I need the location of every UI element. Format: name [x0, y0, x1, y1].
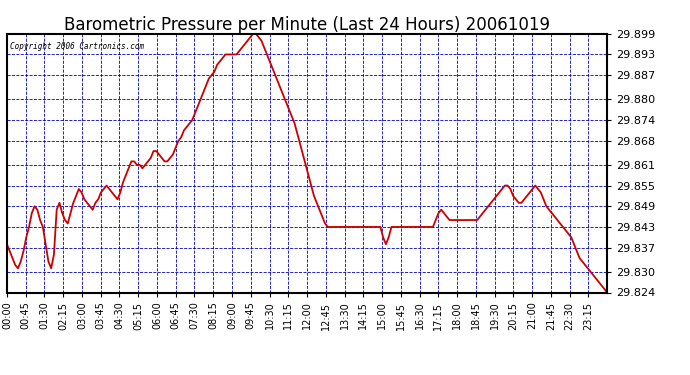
- Title: Barometric Pressure per Minute (Last 24 Hours) 20061019: Barometric Pressure per Minute (Last 24 …: [64, 16, 550, 34]
- Text: Copyright 2006 Cartronics.com: Copyright 2006 Cartronics.com: [10, 42, 144, 51]
